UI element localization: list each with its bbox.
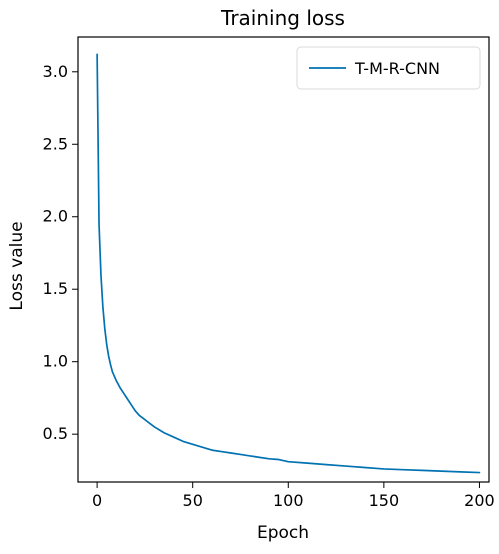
y-tick-label-0: 0.5 <box>43 424 68 443</box>
y-axis-label: Loss value <box>7 221 27 310</box>
y-tick-label-5: 3.0 <box>43 62 68 81</box>
legend-box <box>296 46 481 90</box>
x-tick-label-2: 100 <box>273 491 304 510</box>
x-tick-label-0: 0 <box>92 491 102 510</box>
plot-area <box>77 36 490 483</box>
x-tick-label-3: 150 <box>369 491 400 510</box>
x-tick-label-4: 200 <box>464 491 495 510</box>
x-tick-label-1: 50 <box>183 491 203 510</box>
y-tick-label-3: 2.0 <box>43 207 68 226</box>
y-tick-label-1: 1.0 <box>43 352 68 371</box>
x-axis-label: Epoch <box>257 523 309 543</box>
legend: T-M-R-CNN <box>296 46 481 90</box>
axes-layer: 0 50 100 150 200 0.5 1.0 1.5 2.0 2.5 3.0 <box>43 62 495 510</box>
plot-frame <box>77 36 490 483</box>
series-line-0 <box>96 53 481 474</box>
series-layer <box>96 53 481 474</box>
legend-label: T-M-R-CNN <box>354 59 440 78</box>
chart-title: Training loss <box>220 6 345 30</box>
y-tick-label-2: 1.5 <box>43 279 68 298</box>
y-tick-label-4: 2.5 <box>43 134 68 153</box>
